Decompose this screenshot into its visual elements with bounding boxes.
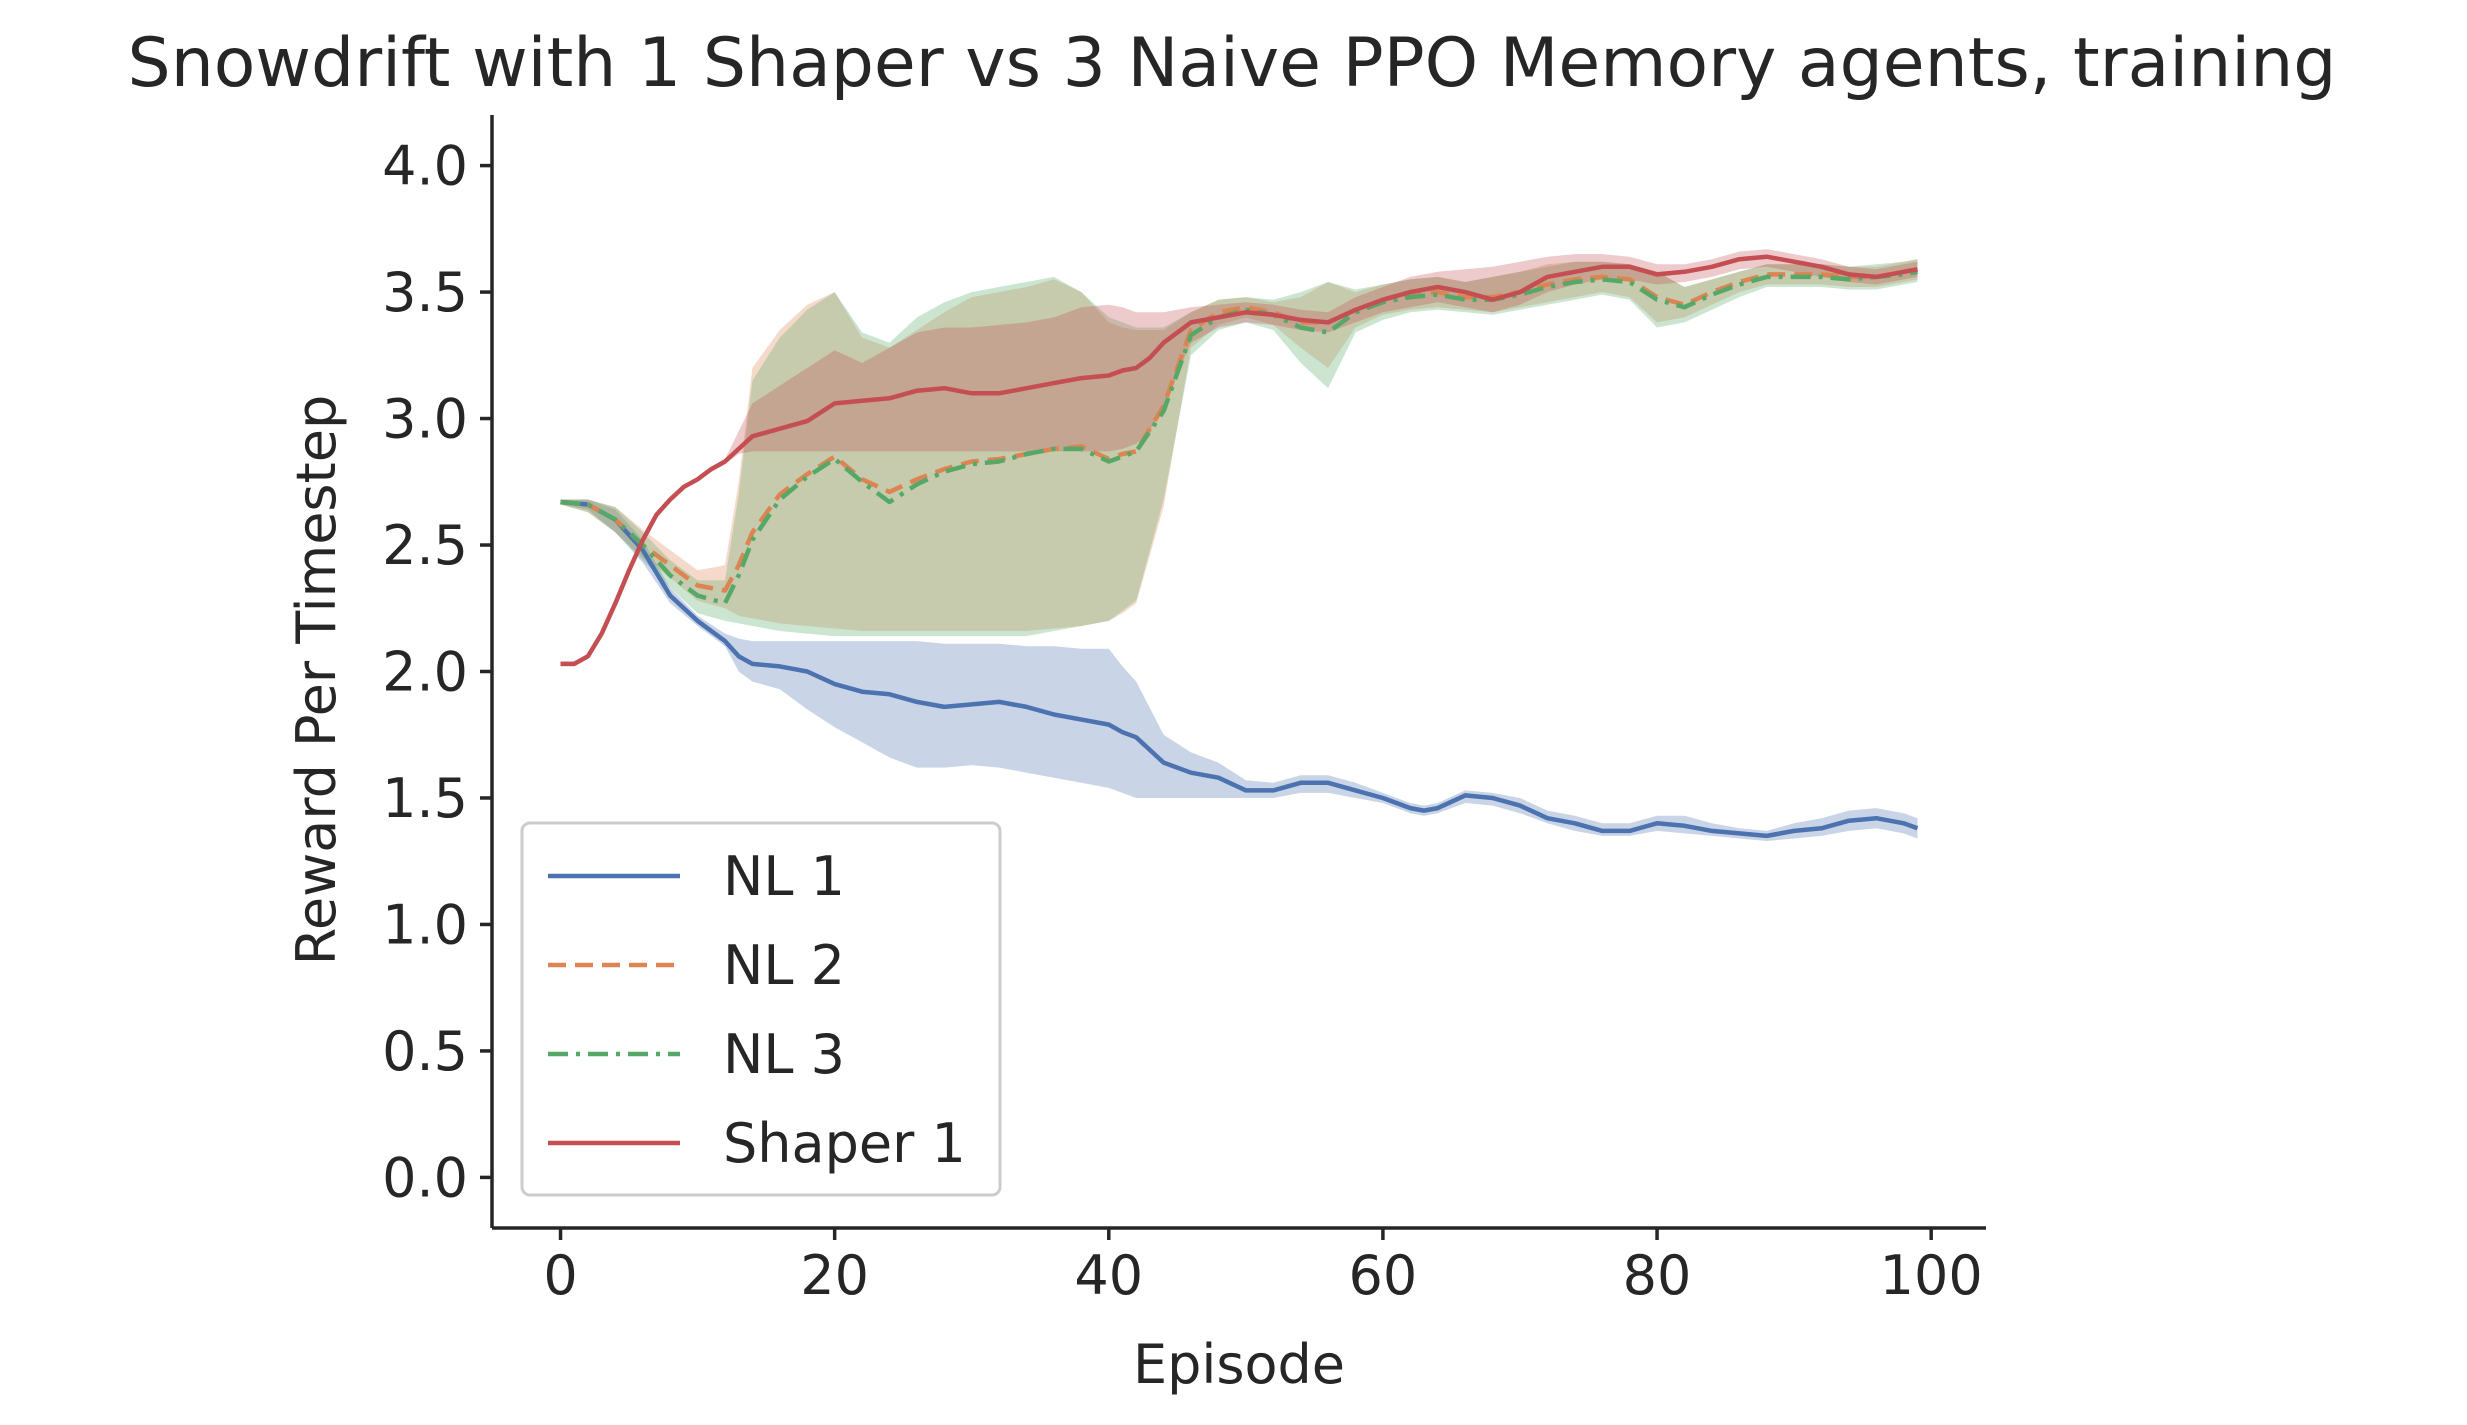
y-tick-label: 0.5 [382, 1020, 468, 1083]
x-tick-label: 60 [1349, 1244, 1418, 1307]
y-tick-label: 3.0 [382, 388, 468, 451]
band-series-1 [560, 499, 1918, 841]
x-tick-label: 0 [543, 1244, 577, 1307]
line-series-1 [560, 499, 1919, 839]
confidence-bands [560, 249, 1918, 841]
band-series-2 [560, 259, 1918, 631]
line-series-2 [560, 267, 1918, 593]
y-tick-label: 3.5 [382, 261, 468, 324]
legend-frame [520, 821, 1002, 1197]
y-tick-label: 1.0 [382, 893, 468, 956]
legend-label-3: NL 3 [723, 1023, 845, 1086]
x-axis-label: Episode [1133, 1333, 1345, 1396]
line-series-4 [560, 254, 1918, 667]
x-ticks: 0 20 40 60 80 100 [543, 1228, 1983, 1307]
series-lines [560, 254, 1919, 839]
y-ticks: 0.0 0.5 1.0 1.5 2.0 2.5 3.0 3.5 4.0 [382, 135, 492, 1209]
y-tick-label: 2.5 [382, 514, 468, 577]
legend-label-4: Shaper 1 [723, 1112, 966, 1175]
x-tick-label: 100 [1880, 1244, 1983, 1307]
y-tick-label: 4.0 [382, 135, 468, 198]
x-tick-label: 40 [1074, 1244, 1143, 1307]
band-series-3 [560, 259, 1918, 637]
y-tick-label: 0.0 [382, 1146, 468, 1209]
y-tick-label: 2.0 [382, 641, 468, 704]
x-tick-label: 80 [1623, 1244, 1692, 1307]
legend: NL 1 NL 2 NL 3 Shaper 1 [520, 821, 1002, 1197]
x-tick-label: 20 [800, 1244, 869, 1307]
legend-label-2: NL 2 [723, 934, 845, 997]
line-series-3 [560, 269, 1918, 606]
legend-label-1: NL 1 [723, 845, 845, 908]
y-tick-label: 1.5 [382, 767, 468, 830]
chart-title: Snowdrift with 1 Shaper vs 3 Naive PPO M… [128, 24, 2337, 103]
y-axis-label: Reward Per Timestep [285, 395, 348, 965]
band-series-4 [560, 249, 1918, 667]
